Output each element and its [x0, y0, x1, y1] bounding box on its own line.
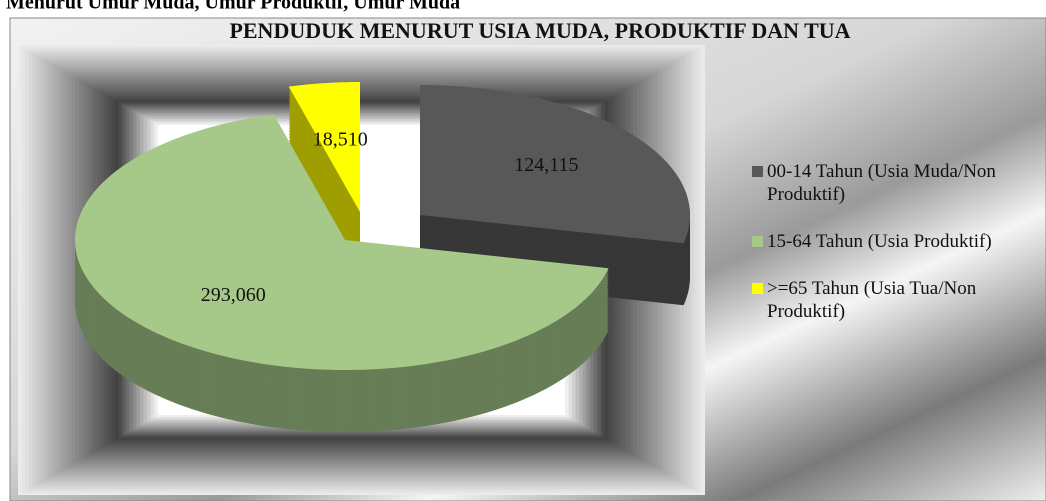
data-label: 18,510 [313, 129, 368, 151]
legend-swatch [752, 236, 763, 247]
page-heading: Menurut Umur Muda, Umur Produktif, Umur … [6, 0, 460, 14]
data-label: 293,060 [201, 284, 266, 306]
legend-swatch [752, 283, 763, 294]
data-label: 124,115 [514, 154, 578, 176]
chart-title: PENDUDUK MENURUT USIA MUDA, PRODUKTIF DA… [229, 18, 850, 43]
legend-entry: 00-14 Tahun (Usia Muda/Non Produktif) [752, 160, 1042, 206]
legend-label: 15-64 Tahun (Usia Produktif) [767, 231, 992, 252]
legend-swatch [752, 166, 763, 177]
legend-entry: >=65 Tahun (Usia Tua/Non Produktif) [752, 277, 1042, 323]
legend-label: >=65 Tahun (Usia Tua/Non Produktif) [767, 278, 977, 322]
slice [420, 85, 690, 244]
slice [75, 114, 609, 370]
legend-label: 00-14 Tahun (Usia Muda/Non Produktif) [767, 161, 996, 205]
legend-entry: 15-64 Tahun (Usia Produktif) [752, 230, 1042, 253]
legend: 00-14 Tahun (Usia Muda/Non Produktif) 15-… [752, 160, 1042, 347]
slice [288, 82, 360, 212]
